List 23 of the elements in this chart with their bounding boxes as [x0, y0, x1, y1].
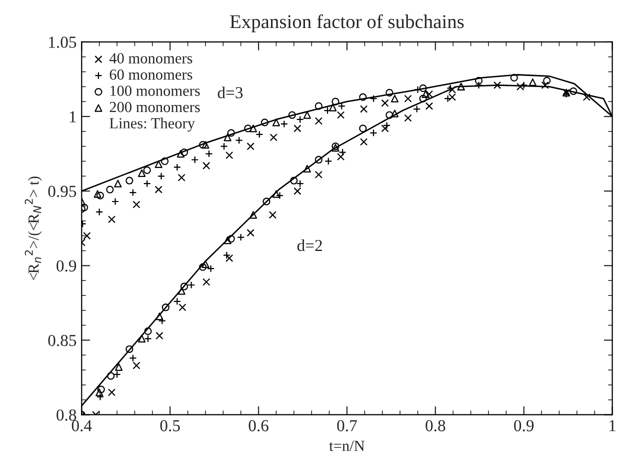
annotation: d=3 [218, 86, 243, 98]
annotation: Lines: Theory [110, 118, 195, 132]
x-tick-label: 0.6 [248, 420, 268, 432]
x-tick-label: 0.7 [337, 420, 357, 432]
x-tick-label: 0.9 [514, 420, 534, 432]
y-tick-label: 1 [70, 111, 76, 122]
legend-label: 60 monomers [110, 69, 192, 80]
y-tick-label: 0.95 [48, 186, 76, 198]
y-tick-label: 0.85 [48, 334, 76, 346]
x-tick-label: 0.4 [72, 420, 92, 432]
y-tick-label: 0.9 [56, 260, 76, 272]
x-tick-label: 0.5 [160, 420, 180, 432]
y-tick-label: 0.8 [56, 409, 76, 421]
x-tick-label: 0.8 [426, 420, 446, 432]
y-tick-label: 1.05 [49, 36, 76, 48]
x-tick-label: 1 [610, 420, 616, 432]
x-axis-title: t=n/N [329, 440, 365, 452]
y-axis-title: <R$_{n}$$^{2}$>/(<R$_{N}$$^{2}$> t) [24, 176, 42, 280]
annotation: d=2 [297, 239, 322, 252]
chart-title: Expansion factor of subchains [230, 14, 464, 32]
legend-label: 200 monomers [110, 102, 200, 112]
legend-label: 100 monomers [110, 86, 200, 96]
legend-label: 40 monomers [109, 53, 192, 64]
